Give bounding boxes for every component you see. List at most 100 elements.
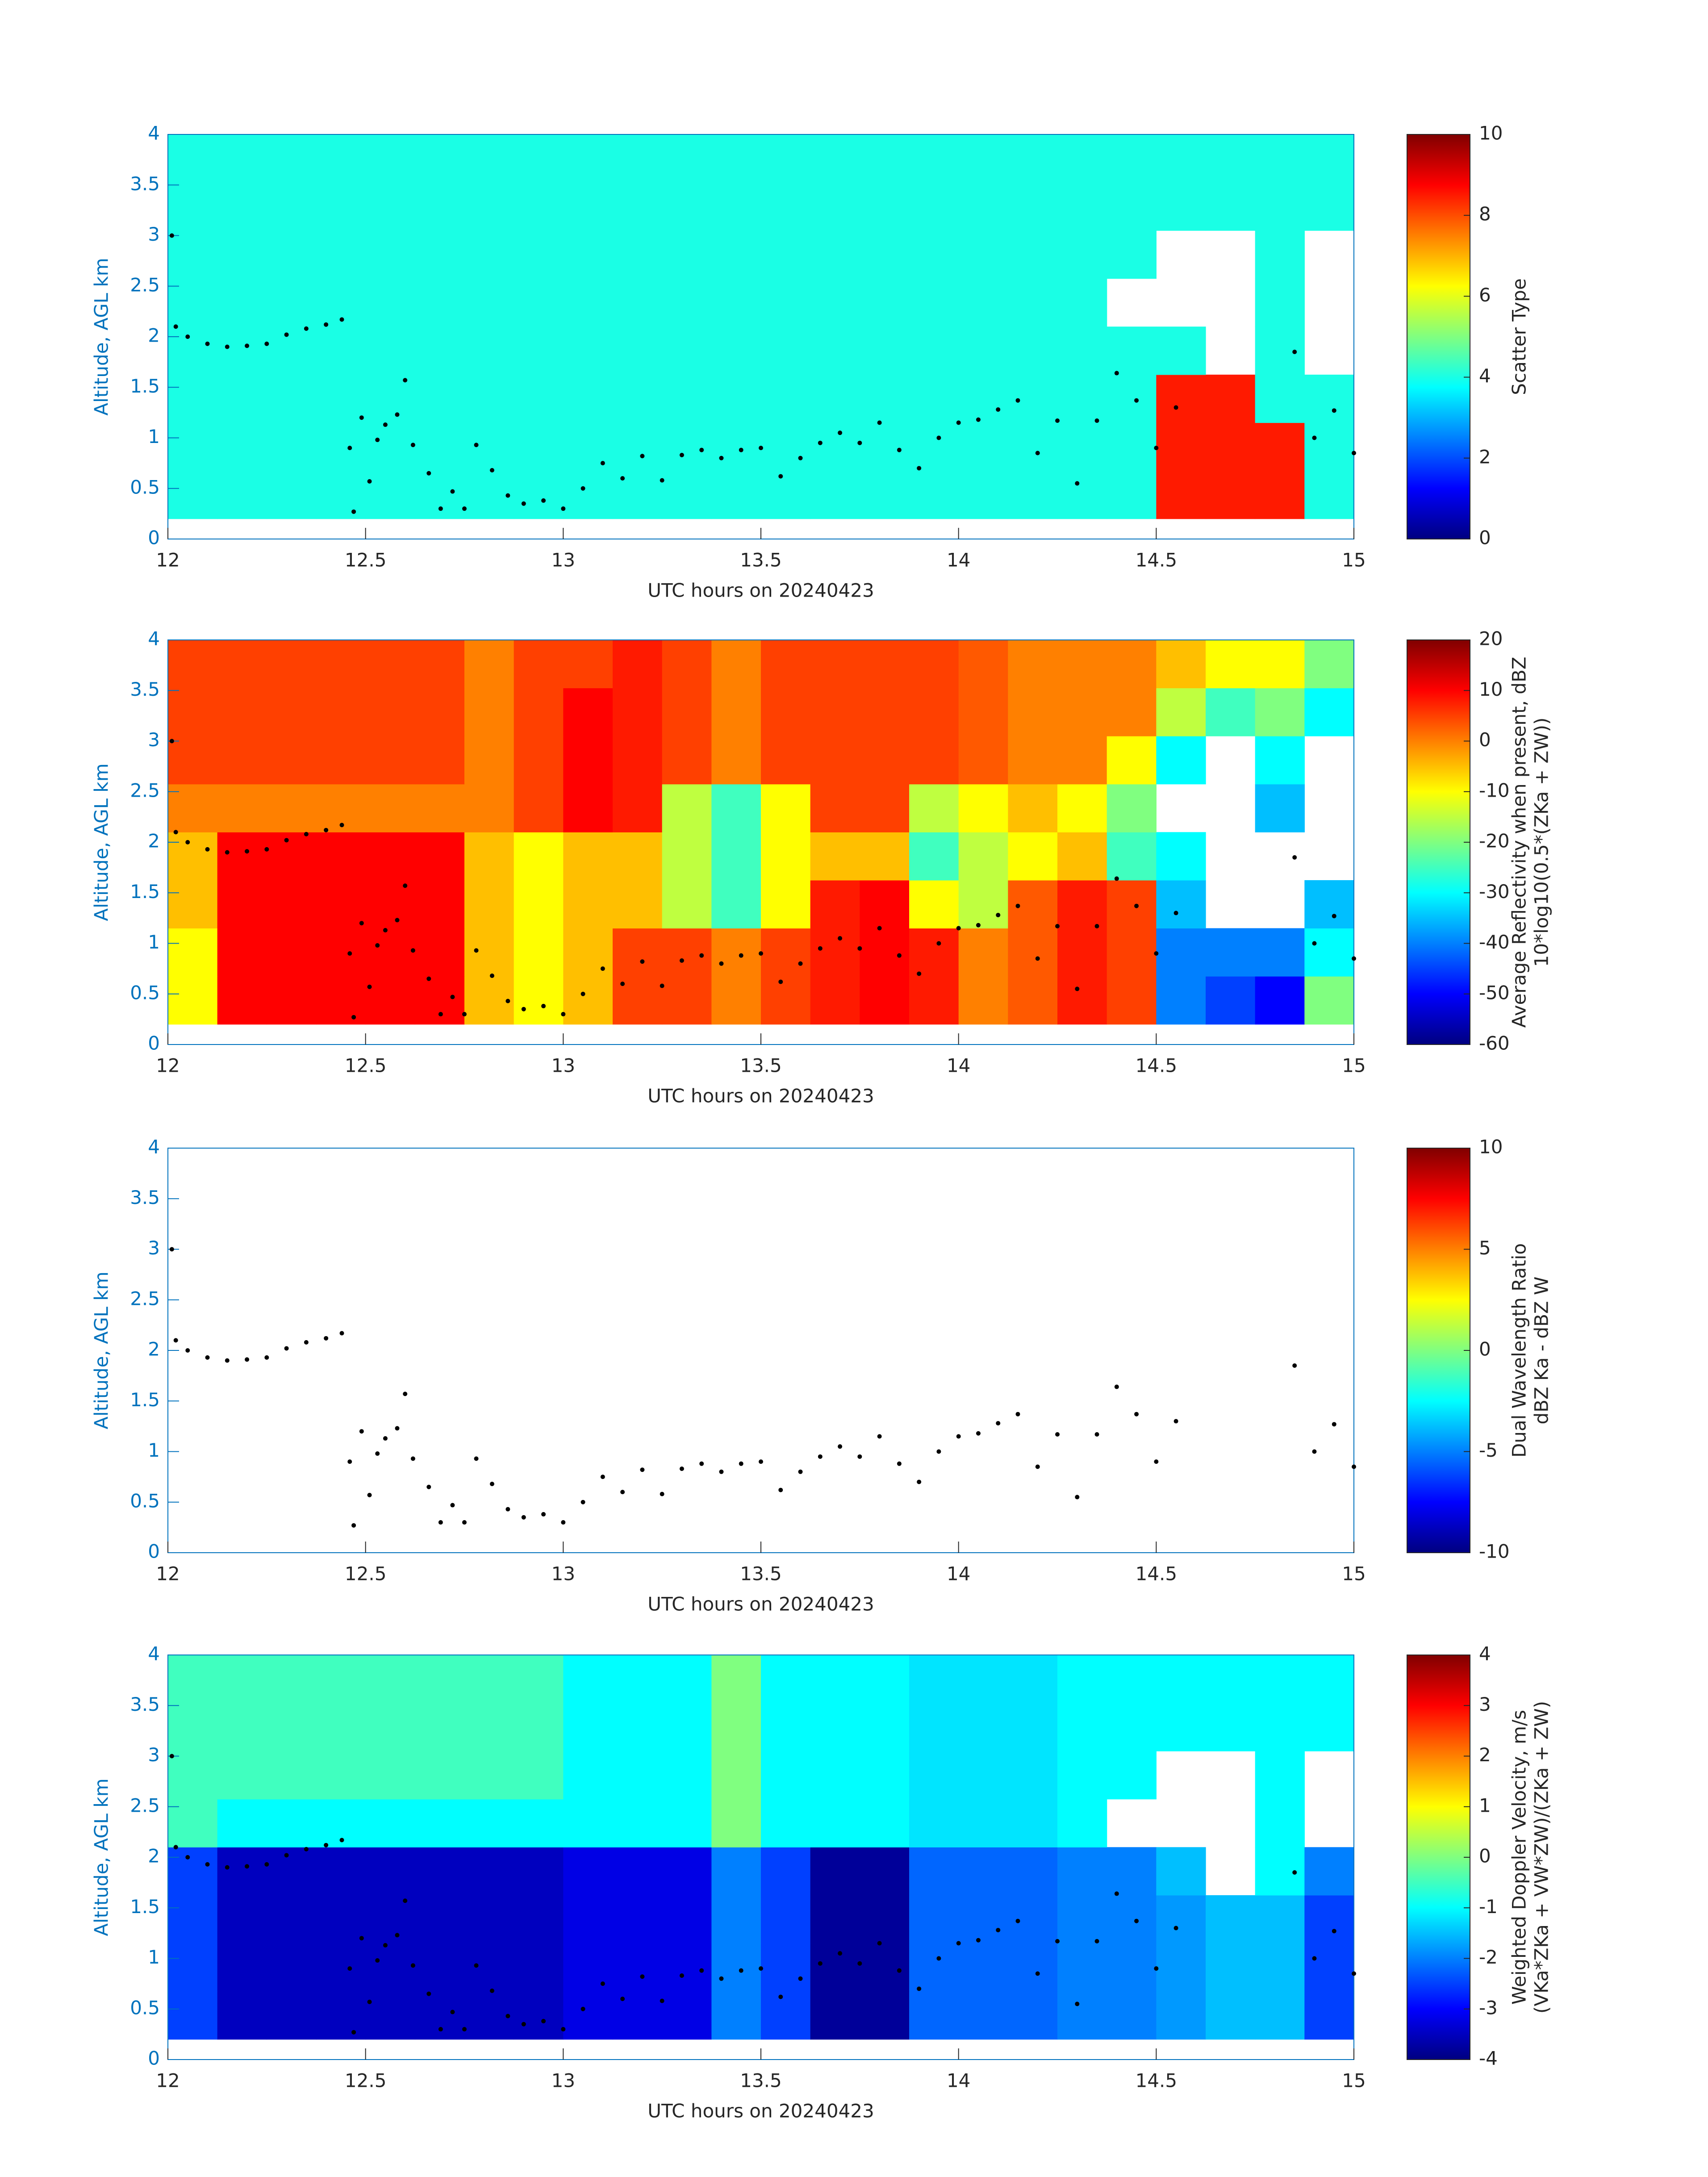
y-tick-label: 1 [148, 426, 160, 447]
heatmap-cell [563, 230, 613, 279]
data-point [1312, 1449, 1317, 1454]
heatmap-cell [613, 1799, 663, 1847]
data-point [1292, 349, 1297, 354]
heatmap-cell [711, 1703, 761, 1751]
heatmap-cell [365, 134, 415, 183]
x-tick-label: 12 [156, 1055, 180, 1077]
heatmap-cell [761, 880, 811, 929]
data-point [600, 966, 605, 971]
heatmap-cell [563, 736, 613, 785]
heatmap-cell [662, 832, 712, 881]
heatmap-cell [563, 1799, 613, 1847]
colorbar-tick-label: 8 [1479, 203, 1491, 225]
heatmap-cell [761, 1799, 811, 1847]
heatmap-cell [365, 326, 415, 375]
heatmap-cell [217, 1655, 267, 1704]
heatmap-cell [958, 1991, 1008, 2040]
data-point [367, 479, 372, 484]
heatmap-cell [1255, 688, 1305, 736]
heatmap-cell [909, 422, 959, 471]
data-point [600, 461, 605, 466]
data-point [719, 455, 724, 460]
heatmap-cell [1255, 1847, 1305, 1896]
heatmap-cell [168, 832, 218, 881]
heatmap-cell [316, 880, 366, 929]
heatmap-cell [1206, 1991, 1256, 2040]
x-tick-label: 13 [551, 1055, 575, 1077]
data-point [383, 422, 388, 427]
heatmap-cell [958, 422, 1008, 471]
heatmap-cell [958, 928, 1008, 977]
heatmap-cell [711, 422, 761, 471]
heatmap-cell [1057, 1943, 1107, 1992]
heatmap-cell [662, 1799, 712, 1847]
heatmap-cell [267, 784, 317, 832]
data-point [778, 979, 783, 984]
colorbar-tick-label: 4 [1479, 1643, 1491, 1665]
x-tick-label: 12.5 [345, 1563, 387, 1585]
heatmap-cell [1057, 1895, 1107, 1944]
heatmap-cell [1057, 134, 1107, 183]
heatmap-cell [168, 784, 218, 832]
heatmap-cell [365, 736, 415, 785]
heatmap-cell [1008, 230, 1058, 279]
data-point [996, 1421, 1001, 1426]
data-point [541, 2018, 546, 2023]
heatmap-cell [464, 1895, 514, 1944]
heatmap-cell [909, 1703, 959, 1751]
x-tick-label: 15 [1342, 2070, 1366, 2092]
heatmap-cell [1156, 832, 1206, 881]
heatmap-cell [958, 326, 1008, 375]
heatmap-cell [365, 928, 415, 977]
heatmap-cell [613, 182, 663, 231]
heatmap-cell [761, 1847, 811, 1896]
heatmap-cell [1304, 928, 1354, 977]
data-point [1075, 2002, 1080, 2006]
heatmap-cell [415, 1751, 465, 1800]
heatmap-cell [267, 880, 317, 929]
heatmap-cell [217, 422, 267, 471]
data-point [917, 1479, 922, 1484]
data-point [1134, 1412, 1139, 1417]
heatmap-cell [267, 1751, 317, 1800]
data-point [838, 1951, 843, 1956]
heatmap-cell [909, 1895, 959, 1944]
heatmap-cell [365, 1847, 415, 1896]
heatmap-cell [860, 230, 910, 279]
heatmap-cell [1107, 1847, 1157, 1896]
data-point [1114, 1384, 1119, 1389]
y-tick-label: 2 [148, 325, 160, 347]
data-point [169, 739, 174, 744]
colorbar-tick-label: -5 [1479, 1439, 1498, 1461]
heatmap-cell [267, 374, 317, 423]
heatmap-cell [761, 1751, 811, 1800]
heatmap-cell [909, 230, 959, 279]
heatmap-cell [1008, 278, 1058, 327]
heatmap-cell [1107, 832, 1157, 881]
data-point [1352, 451, 1356, 455]
heatmap-cell [662, 784, 712, 832]
heatmap-cell [1304, 1943, 1354, 1992]
heatmap-cell [1057, 326, 1107, 375]
heatmap-cell [810, 1703, 860, 1751]
y-tick-label: 3.5 [130, 1693, 160, 1715]
heatmap-cell [958, 640, 1008, 689]
data-point [541, 1512, 546, 1517]
heatmap-cell [810, 230, 860, 279]
data-point [1114, 1891, 1119, 1896]
data-point [462, 1520, 467, 1525]
data-point [1035, 1971, 1040, 1976]
y-tick-label: 2 [148, 1338, 160, 1360]
heatmap-cell [1107, 134, 1157, 183]
data-point [383, 928, 388, 933]
heatmap-cell [1107, 1895, 1157, 1944]
heatmap-cell [958, 182, 1008, 231]
data-point [395, 412, 400, 417]
heatmap-cell [860, 278, 910, 327]
x-tick-label: 13.5 [740, 1055, 782, 1077]
heatmap-cell [1008, 182, 1058, 231]
heatmap-cell [514, 640, 564, 689]
data-point [936, 1956, 941, 1961]
heatmap-cell [514, 471, 564, 519]
heatmap-cell [1057, 1751, 1107, 1800]
